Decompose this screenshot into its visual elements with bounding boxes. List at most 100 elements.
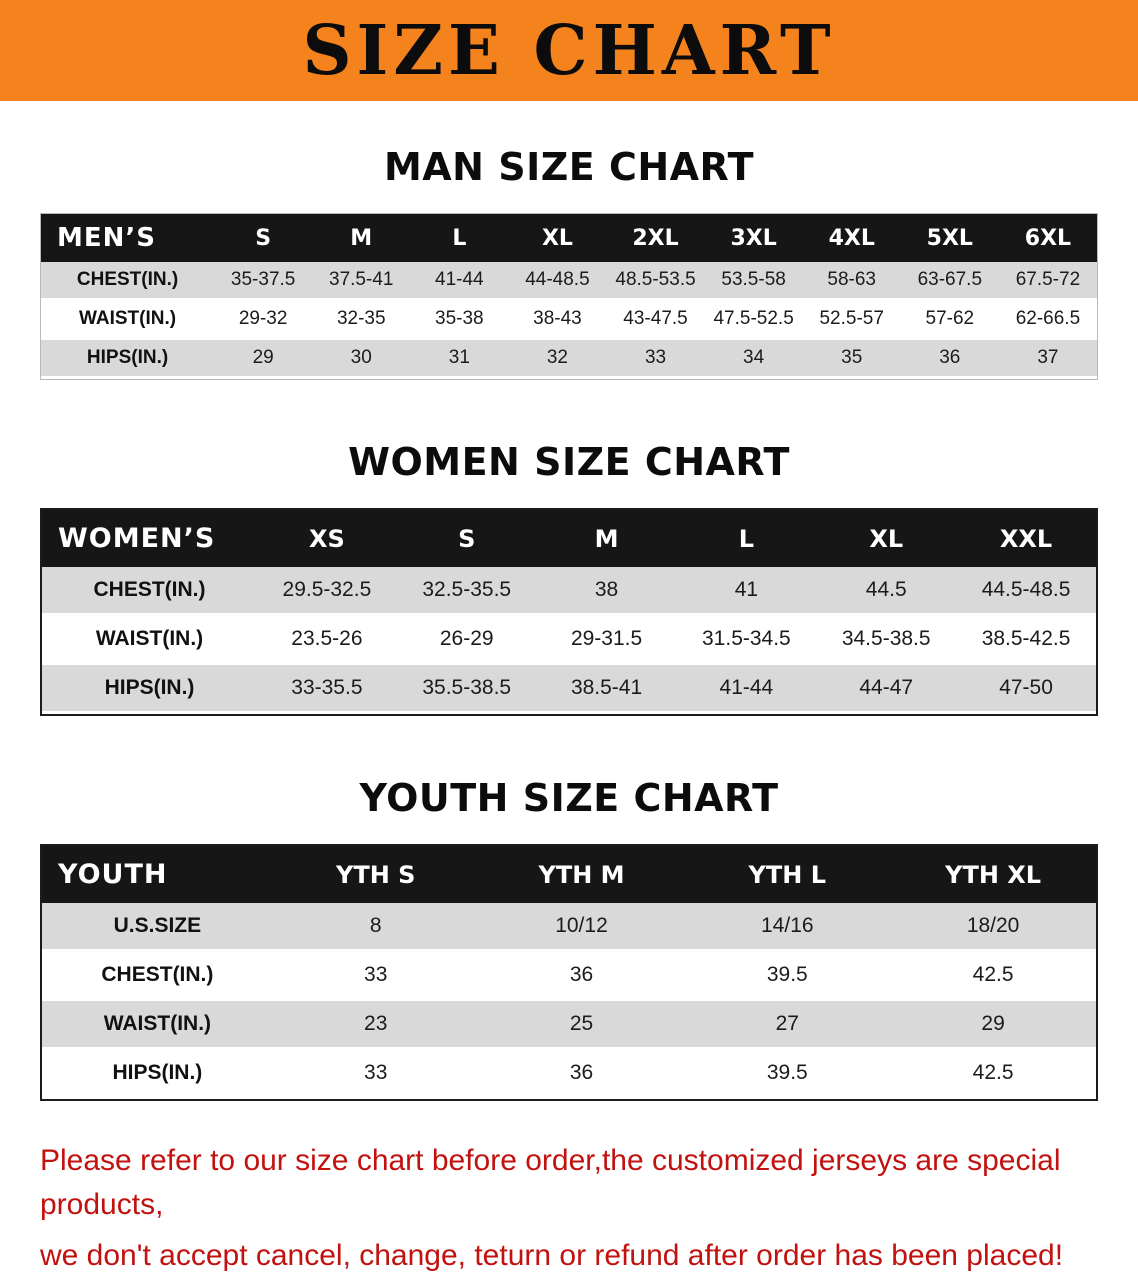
size-value-cell: 14/16	[761, 914, 814, 937]
size-value-cell: 38	[594, 578, 619, 601]
size-column-header: M	[536, 510, 677, 567]
size-column-header: 3XL	[704, 214, 803, 262]
table-row: WAIST(IN.) 29-32 32-35 35-38 38-43 43-47.5 47.…	[41, 299, 1097, 339]
table-row: WAIST(IN.) 23.5-26 26-29 29-31.5 31.5-34.5 34…	[42, 614, 1096, 664]
size-value-cell: 8	[369, 914, 382, 937]
size-column-header: YTH M	[478, 846, 685, 903]
size-value-cell: 52.5-57	[819, 308, 884, 329]
table-row: HIPS(IN.) 33 36 39.5 42.5	[42, 1048, 1096, 1098]
size-column-header: M	[312, 214, 411, 262]
size-column-header: YTH XL	[890, 846, 1096, 903]
size-value-cell: 10/12	[555, 914, 608, 937]
youth-size-table-wrap: YOUTH YTH S YTH M YTH L YTH XL U.S.SIZE 8 10/12…	[40, 844, 1098, 1101]
size-value-cell: 39.5	[766, 963, 808, 986]
size-value-cell: 33	[644, 347, 667, 368]
size-value-cell: 25	[569, 1012, 594, 1035]
size-value-cell: 32	[546, 347, 568, 368]
size-column-header: S	[396, 510, 537, 567]
size-value-cell: 29-32	[238, 308, 288, 329]
size-value-cell: 39.5	[766, 1061, 808, 1084]
size-value-cell: 33	[364, 963, 388, 986]
youth-size-table: YOUTH YTH S YTH M YTH L YTH XL U.S.SIZE 8 10/12…	[42, 846, 1096, 1099]
women-size-table: WOMEN’S XS S M L XL XXL CHEST(IN.) 29.5-32.5 32.5…	[42, 510, 1096, 714]
size-value-cell: 48.5-53.5	[615, 269, 696, 290]
table-row: CHEST(IN.) 29.5-32.5 32.5-35.5 38 41 44.5 44.5…	[42, 567, 1096, 615]
table-row: HIPS(IN.) 33-35.5 35.5-38.5 38.5-41 41-44 44-…	[42, 663, 1096, 713]
table-title-cell: WOMEN’S	[42, 510, 257, 567]
size-value-cell: 29	[252, 347, 274, 368]
size-value-cell: 67.5-72	[1015, 269, 1081, 290]
size-value-cell: 58-63	[827, 269, 877, 290]
row-label: HIPS(IN.)	[104, 676, 195, 699]
table-row: CHEST(IN.) 33 36 39.5 42.5	[42, 950, 1096, 1000]
row-label: CHEST(IN.)	[101, 963, 214, 986]
size-column-header: XS	[256, 510, 397, 567]
size-value-cell: 42.5	[972, 1061, 1014, 1084]
size-value-cell: 34	[743, 347, 765, 368]
size-value-cell: 29.5-32.5	[282, 578, 372, 601]
women-size-chart-section: WOMEN SIZE CHART WOMEN’S XS S M L XL XXL CHEST(…	[0, 440, 1138, 716]
row-label: WAIST(IN.)	[103, 1012, 212, 1035]
size-value-cell: 30	[350, 347, 372, 368]
size-column-header: YTH L	[684, 846, 891, 903]
size-value-cell: 47.5-52.5	[713, 308, 794, 329]
size-column-header: 4XL	[802, 214, 901, 262]
row-label: WAIST(IN.)	[79, 308, 177, 329]
row-label: WAIST(IN.)	[95, 627, 204, 650]
size-column-header: 2XL	[606, 214, 705, 262]
size-value-cell: 42.5	[972, 963, 1014, 986]
size-value-cell: 26-29	[439, 627, 494, 650]
youth-size-chart-heading: YOUTH SIZE CHART	[359, 776, 779, 820]
size-value-cell: 44-47	[859, 676, 914, 699]
size-value-cell: 29-31.5	[570, 627, 643, 650]
women-size-table-wrap: WOMEN’S XS S M L XL XXL CHEST(IN.) 29.5-32.5 32.5…	[40, 508, 1098, 716]
table-header-row: MEN’S S M L XL 2XL 3XL 4XL 5XL 6XL	[41, 214, 1097, 262]
table-title-cell: YOUTH	[42, 846, 273, 903]
size-value-cell: 38.5-42.5	[981, 627, 1071, 650]
size-value-cell: 38.5-41	[570, 676, 643, 699]
size-value-cell: 31	[448, 347, 470, 368]
size-value-cell: 31.5-34.5	[702, 627, 791, 650]
man-size-chart-heading: MAN SIZE CHART	[383, 145, 755, 189]
size-value-cell: 32.5-35.5	[422, 578, 512, 601]
table-header-row: YOUTH YTH S YTH M YTH L YTH XL	[42, 846, 1096, 903]
size-value-cell: 35.5-38.5	[422, 676, 512, 699]
size-value-cell: 41-44	[719, 676, 774, 699]
size-column-header: S	[214, 214, 313, 262]
size-column-header: 5XL	[900, 214, 999, 262]
size-value-cell: 34.5-38.5	[841, 627, 931, 650]
size-value-cell: 36	[939, 347, 961, 368]
size-value-cell: 23.5-26	[291, 627, 363, 650]
size-value-cell: 47-50	[999, 676, 1053, 699]
size-value-cell: 62-66.5	[1015, 308, 1081, 329]
table-title-cell: MEN’S	[41, 214, 215, 262]
size-value-cell: 44.5	[865, 578, 907, 601]
size-value-cell: 37	[1037, 347, 1059, 368]
row-label: U.S.SIZE	[113, 914, 202, 937]
size-column-header: XL	[508, 214, 607, 262]
size-column-header: YTH S	[272, 846, 479, 903]
row-label: CHEST(IN.)	[93, 578, 206, 601]
size-value-cell: 38-43	[533, 308, 582, 329]
size-value-cell: 35-38	[435, 308, 484, 329]
size-value-cell: 44.5-48.5	[981, 578, 1071, 601]
table-row: HIPS(IN.) 29 30 31 32 33 34 35 36 37	[41, 338, 1097, 378]
size-value-cell: 41	[734, 578, 759, 601]
size-value-cell: 36	[569, 1061, 594, 1084]
row-label: HIPS(IN.)	[86, 347, 169, 368]
size-value-cell: 43-47.5	[623, 308, 688, 329]
man-size-table: MEN’S S M L XL 2XL 3XL 4XL 5XL 6XL CHEST(IN.) 35-37…	[41, 214, 1097, 379]
banner: SIZE CHART	[0, 0, 1138, 101]
size-column-header: L	[676, 510, 817, 567]
man-size-chart-section: MAN SIZE CHART MEN’S S M L XL 2XL 3XL 4XL 5XL 6XL…	[0, 145, 1138, 380]
size-value-cell: 44-48.5	[525, 269, 590, 290]
disclaimer-line-2: we don't accept cancel, change, teturn o…	[40, 1239, 1064, 1272]
women-size-chart-heading: WOMEN SIZE CHART	[348, 440, 790, 484]
row-label: CHEST(IN.)	[76, 269, 179, 290]
table-header-row: WOMEN’S XS S M L XL XXL	[42, 510, 1096, 567]
disclaimer: Please refer to our size chart before or…	[40, 1139, 1098, 1278]
size-value-cell: 41-44	[435, 269, 484, 290]
table-row: CHEST(IN.) 35-37.5 37.5-41 41-44 44-48.5 48.5…	[41, 262, 1097, 300]
size-value-cell: 35	[841, 347, 863, 368]
